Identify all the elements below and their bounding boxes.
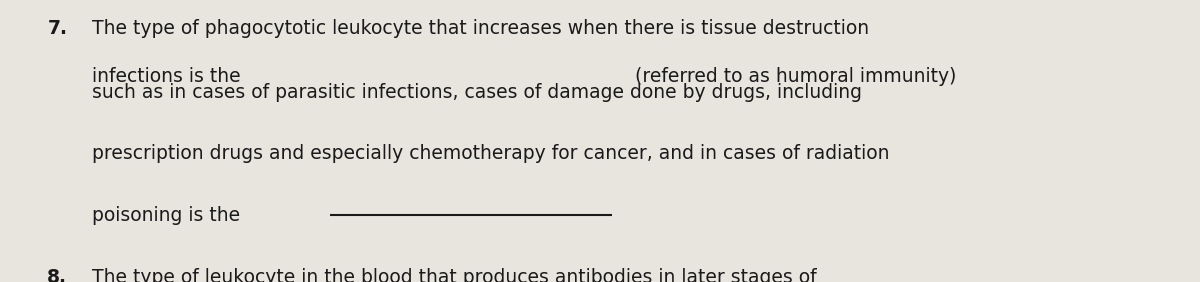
Text: (referred to as humoral immunity): (referred to as humoral immunity) — [635, 67, 956, 86]
Text: such as in cases of parasitic infections, cases of damage done by drugs, includi: such as in cases of parasitic infections… — [92, 83, 862, 102]
Text: infections is the: infections is the — [92, 67, 240, 86]
Text: poisoning is the: poisoning is the — [92, 206, 240, 225]
Text: The type of leukocyte in the blood that produces antibodies in later stages of: The type of leukocyte in the blood that … — [92, 268, 816, 282]
Text: The type of phagocytotic leukocyte that increases when there is tissue destructi: The type of phagocytotic leukocyte that … — [92, 19, 869, 38]
Text: 7.: 7. — [47, 19, 67, 38]
Text: prescription drugs and especially chemotherapy for cancer, and in cases of radia: prescription drugs and especially chemot… — [92, 144, 889, 163]
Text: 8.: 8. — [47, 268, 67, 282]
